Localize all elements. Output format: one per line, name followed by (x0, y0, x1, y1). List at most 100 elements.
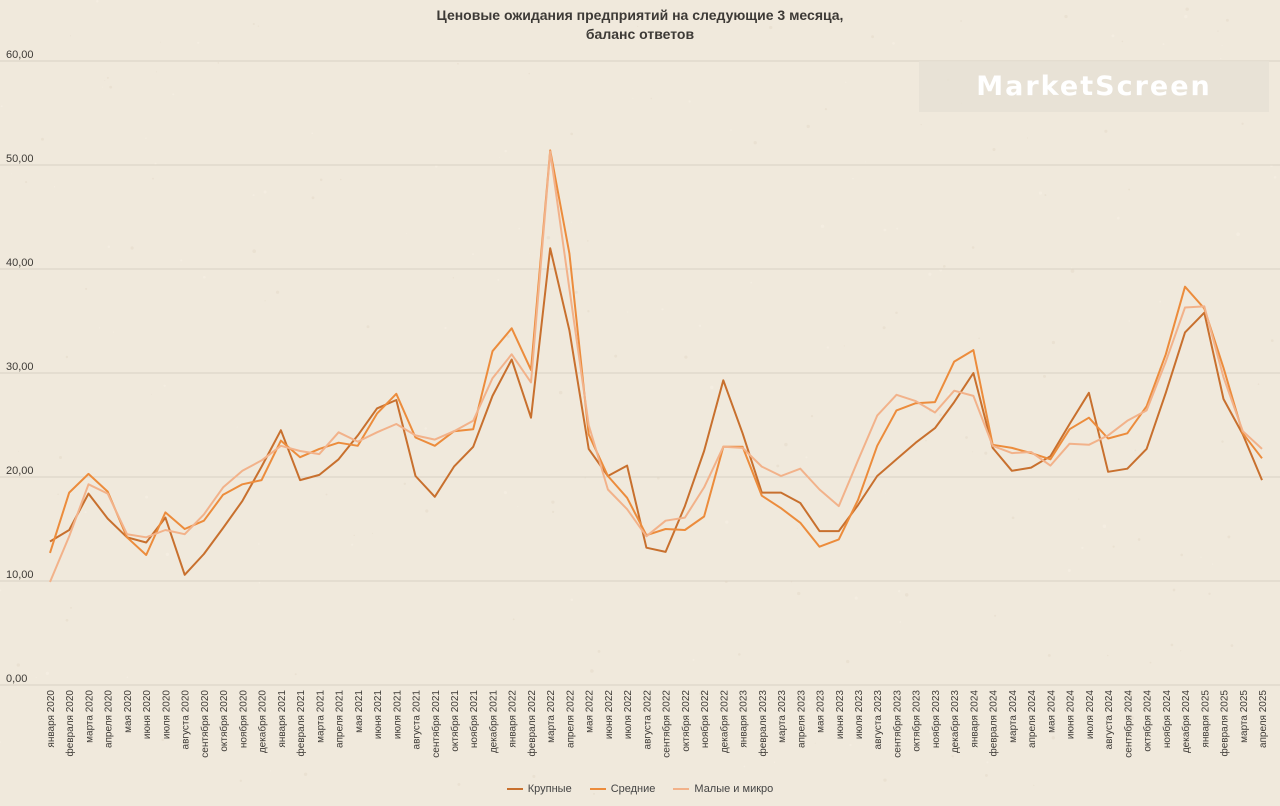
texture-speck (303, 772, 308, 776)
texture-speck (1047, 653, 1051, 657)
texture-speck (311, 132, 314, 135)
texture-speck (743, 765, 746, 768)
x-tick-label: сентября 2023 (891, 690, 903, 758)
x-tick-label: февраля 2023 (757, 690, 769, 757)
texture-speck (796, 527, 798, 529)
texture-speck (252, 22, 255, 26)
x-tick-label: декабря 2023 (949, 690, 961, 754)
texture-speck (973, 221, 975, 223)
texture-speck (992, 147, 996, 152)
texture-speck (551, 500, 555, 504)
x-tick-label: августа 2021 (412, 690, 423, 750)
texture-speck (865, 161, 867, 163)
texture-speck (513, 730, 517, 734)
texture-speck (252, 249, 256, 253)
x-tick-label: ноября 2023 (930, 690, 942, 749)
x-tick-label: февраля 2024 (988, 690, 1000, 757)
texture-speck (933, 707, 934, 708)
x-tick-label: марта 2023 (777, 690, 788, 743)
texture-speck (65, 618, 69, 622)
texture-speck (1016, 706, 1018, 708)
texture-speck (528, 252, 530, 254)
texture-speck (926, 723, 928, 725)
texture-speck (929, 730, 933, 734)
texture-speck (532, 774, 536, 778)
texture-speck (1184, 14, 1188, 19)
texture-speck (180, 259, 183, 262)
y-tick-label: 50,00 (6, 153, 34, 165)
texture-speck (661, 308, 664, 311)
texture-speck (16, 663, 20, 667)
texture-speck (151, 393, 152, 395)
texture-speck (738, 653, 741, 656)
texture-speck (70, 606, 72, 609)
texture-speck (98, 327, 101, 329)
texture-speck (1081, 546, 1084, 550)
legend-label-small: Малые и микро (694, 783, 774, 795)
texture-speck (570, 221, 573, 223)
texture-speck (528, 72, 530, 75)
texture-speck (892, 42, 895, 45)
texture-speck (1257, 383, 1260, 385)
texture-speck (1159, 300, 1162, 303)
texture-speck (797, 591, 801, 596)
texture-speck (145, 495, 149, 499)
texture-speck (776, 464, 780, 468)
texture-speck (104, 79, 106, 81)
texture-speck (1067, 568, 1071, 573)
texture-speck (1227, 535, 1231, 539)
texture-speck (587, 240, 589, 242)
x-tick-label: февраля 2022 (526, 690, 538, 757)
x-tick-label: июня 2020 (142, 690, 153, 739)
texture-speck (197, 41, 200, 44)
texture-speck (807, 701, 812, 705)
texture-speck (883, 228, 887, 232)
x-tick-label: августа 2022 (642, 690, 653, 750)
y-tick-label: 0,00 (6, 673, 27, 685)
texture-speck (1111, 34, 1115, 38)
texture-speck (0, 741, 1, 743)
texture-speck (126, 676, 129, 679)
x-tick-label: июля 2022 (623, 690, 634, 740)
texture-speck (518, 227, 521, 230)
x-tick-label: сентября 2020 (199, 690, 211, 758)
texture-speck (928, 272, 932, 276)
texture-speck (351, 543, 354, 546)
x-tick-label: августа 2020 (181, 690, 192, 750)
texture-speck (843, 345, 845, 347)
texture-speck (506, 334, 510, 338)
texture-speck (592, 792, 596, 795)
x-tick-label: марта 2024 (1008, 690, 1019, 743)
texture-speck (1230, 644, 1234, 647)
texture-speck (65, 355, 69, 359)
texture-speck (1270, 339, 1274, 342)
texture-speck (854, 596, 858, 600)
texture-speck (1200, 556, 1202, 558)
chart-title: Ценовые ожидания предприятий на следующи… (0, 6, 1280, 44)
texture-speck (637, 25, 639, 27)
texture-speck (163, 384, 166, 387)
legend-item-large: Крупные (506, 783, 572, 795)
x-tick-label: ноября 2022 (699, 690, 711, 749)
texture-speck (263, 190, 267, 194)
texture-speck (1130, 716, 1134, 720)
texture-speck (69, 35, 71, 37)
x-tick-label: апреля 2023 (796, 690, 807, 748)
texture-speck (18, 450, 19, 452)
texture-speck (444, 326, 447, 330)
texture-speck (160, 41, 161, 43)
texture-speck (425, 509, 429, 513)
x-tick-label: сентября 2021 (430, 690, 442, 758)
texture-speck (1134, 449, 1137, 452)
texture-speck (845, 81, 847, 83)
texture-speck (904, 593, 909, 597)
texture-speck (688, 100, 691, 103)
texture-speck (405, 233, 407, 235)
x-tick-label: мая 2024 (1046, 690, 1057, 733)
x-tick-label: августа 2024 (1104, 690, 1115, 750)
texture-speck (628, 697, 632, 701)
texture-speck (965, 436, 968, 439)
x-tick-label: октября 2021 (449, 690, 461, 752)
texture-speck (113, 331, 115, 333)
x-tick-label: декабря 2020 (257, 690, 269, 754)
